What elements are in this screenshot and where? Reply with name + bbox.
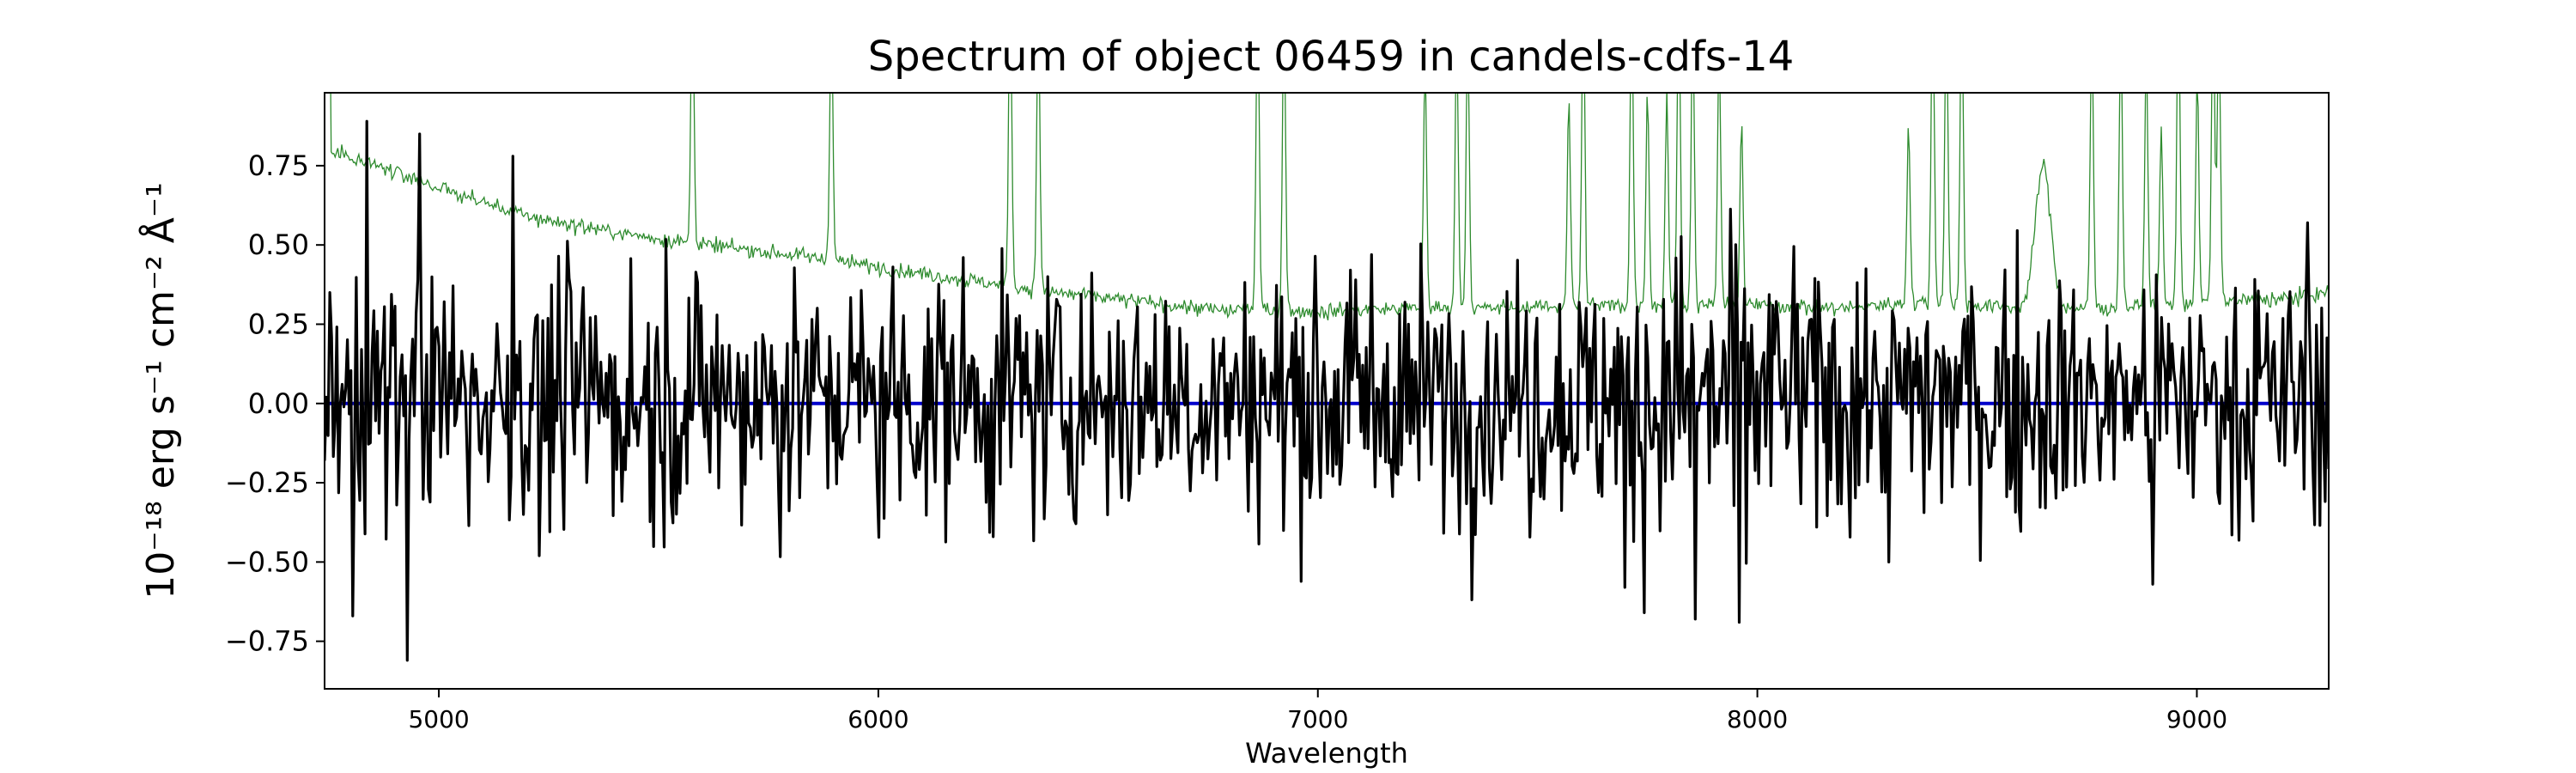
x-tick-label: 8000	[1727, 705, 1788, 733]
x-axis-label: Wavelength	[1245, 737, 1408, 770]
y-tick-label: 0.50	[248, 228, 309, 261]
plot-series	[325, 93, 2329, 662]
error-spectrum-line	[330, 93, 2329, 321]
y-axis-label: 10⁻¹⁸ erg s⁻¹ cm⁻² Å⁻¹	[137, 182, 183, 599]
x-axis: 5000 6000 7000 8000 9000	[408, 689, 2227, 733]
y-tick-label: −0.75	[225, 625, 309, 658]
y-tick-label: 0.00	[248, 387, 309, 420]
y-tick-label: −0.25	[225, 466, 309, 499]
x-tick-label: 7000	[1287, 705, 1348, 733]
x-tick-label: 9000	[2166, 705, 2227, 733]
chart-title: Spectrum of object 06459 in candels-cdfs…	[868, 33, 1795, 81]
y-tick-label: 0.25	[248, 307, 309, 340]
flux-spectrum-line	[325, 119, 2329, 662]
y-tick-label: −0.50	[225, 545, 309, 578]
y-axis: −0.75 −0.50 −0.25 0.00 0.25 0.50 0.75	[225, 149, 325, 658]
y-tick-label: 0.75	[248, 149, 309, 182]
x-tick-label: 5000	[408, 705, 469, 733]
x-tick-label: 6000	[848, 705, 908, 733]
plot-frame	[324, 92, 2330, 690]
